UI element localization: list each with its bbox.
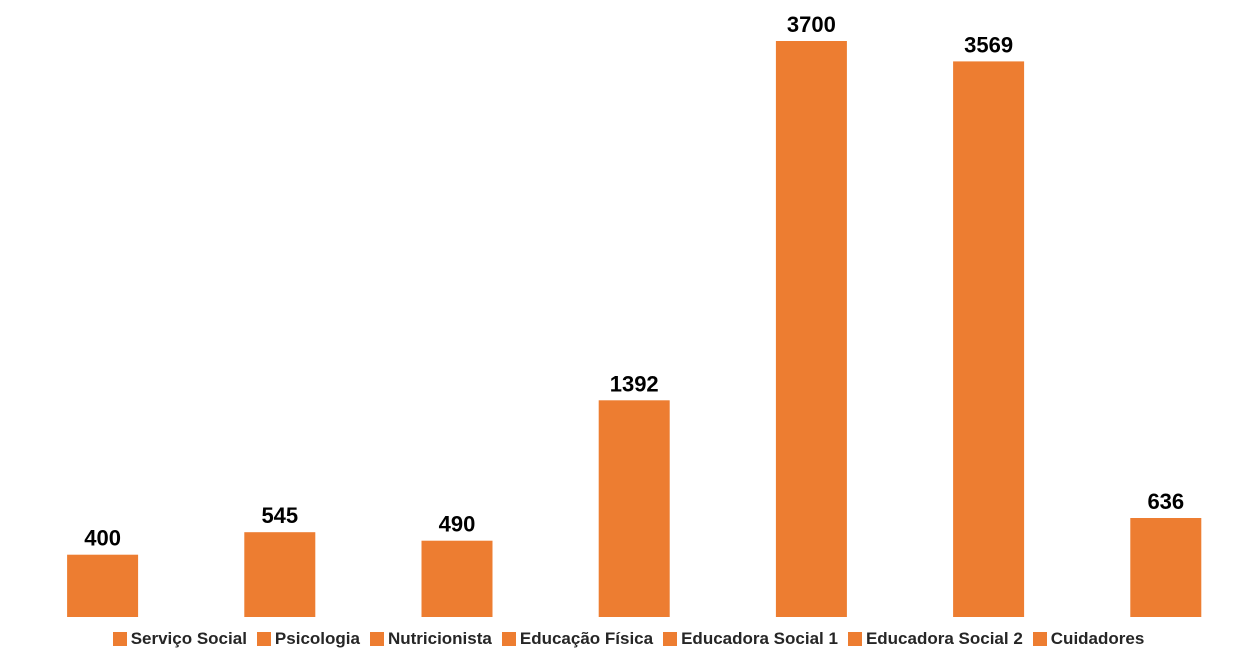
legend-swatch-icon [112, 632, 127, 646]
bar-6 [1130, 518, 1202, 617]
legend-swatch-icon [663, 632, 678, 646]
legend-swatch-icon [847, 632, 862, 646]
legend-label: Educação Física [519, 629, 654, 648]
bar-0 [67, 554, 139, 617]
legend-label: Psicologia [274, 629, 360, 648]
data-label-3: 1392 [610, 371, 659, 396]
bar-5 [953, 61, 1025, 617]
legend-swatch-icon [256, 632, 271, 646]
legend-swatch-icon [369, 632, 384, 646]
data-label-5: 3569 [964, 32, 1013, 57]
legend-item-6: Cuidadores [1032, 629, 1145, 649]
data-label-0: 400 [84, 526, 121, 551]
legend-swatch-icon [501, 632, 516, 646]
data-label-6: 636 [1147, 489, 1184, 514]
legend-label: Cuidadores [1050, 629, 1145, 648]
data-label-2: 490 [439, 512, 476, 537]
chart-legend: Serviço Social Psicologia Nutricionista Edu… [0, 626, 1257, 652]
legend-item-3: Educação Física [501, 629, 654, 649]
legend-item-4: Educadora Social 1 [663, 629, 838, 649]
bar-1 [244, 532, 316, 617]
legend-swatch-icon [1032, 632, 1047, 646]
legend-label: Nutricionista [387, 629, 492, 648]
bar-2 [421, 540, 493, 617]
bar-3 [598, 400, 670, 617]
legend-item-0: Serviço Social [112, 629, 247, 649]
bar-4 [775, 41, 847, 617]
legend-item-5: Educadora Social 2 [847, 629, 1023, 649]
legend-item-1: Psicologia [256, 629, 360, 649]
legend-label: Educadora Social 1 [681, 629, 838, 648]
data-label-1: 545 [261, 503, 298, 528]
legend-label: Educadora Social 2 [865, 629, 1023, 648]
legend-label: Serviço Social [130, 629, 247, 648]
data-label-4: 3700 [787, 12, 836, 37]
legend-item-2: Nutricionista [369, 629, 492, 649]
